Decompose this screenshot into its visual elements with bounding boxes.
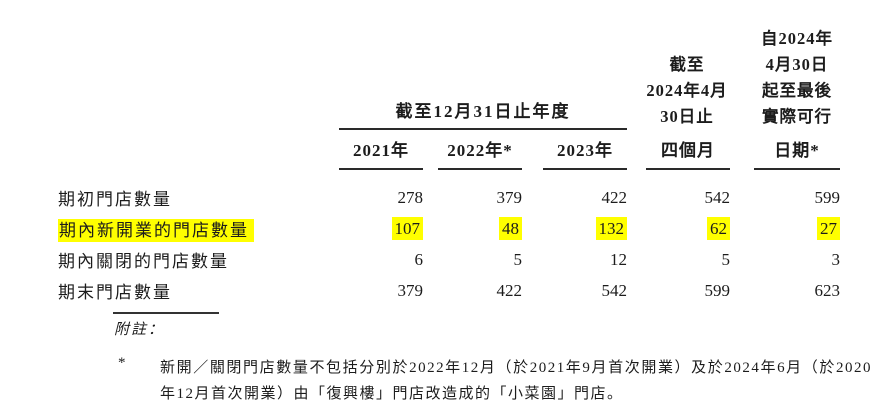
- cell-value: 542: [704, 187, 731, 207]
- col-latest-date-header-lines: 自2024年 4月30日 起至最後 實際可行: [754, 26, 840, 130]
- header-line: 30日止: [660, 107, 714, 126]
- row-label: 期末門店數量: [58, 283, 172, 302]
- col-four-months-header: 截至 2024年4月 30日止: [627, 52, 730, 130]
- cell-value: 623: [814, 280, 841, 300]
- cell-value: 6: [414, 249, 424, 269]
- cell-value: 27: [730, 216, 840, 240]
- store-count-table: 截至12月31日止年度 截至 2024年4月 30日止 自2024年 4月30日…: [58, 26, 840, 306]
- footnote: * 新開／關閉門店數量不包括分別於2022年12月（於2021年9月首次開業）及…: [118, 355, 880, 407]
- cell-value: 422: [496, 280, 523, 300]
- notes-label: 附註：: [114, 322, 166, 338]
- cell-value: 599: [704, 280, 731, 300]
- table-header-top: 截至12月31日止年度 截至 2024年4月 30日止 自2024年 4月30日…: [58, 26, 840, 130]
- cell-value: 379: [496, 187, 523, 207]
- table-row-closing-stores: 期末門店數量 379 422 542 599 623: [58, 275, 840, 306]
- col-latest-date-header: 自2024年 4月30日 起至最後 實際可行: [730, 26, 840, 130]
- year-2022-header: 2022年*: [423, 138, 522, 170]
- latest-date-header-last-line: 日期*: [730, 138, 840, 170]
- table-row-closed-stores: 期內關閉的門店數量 6 5 12 5 3: [58, 244, 840, 275]
- cell-value: 379: [397, 280, 424, 300]
- cell-value: 12: [610, 249, 627, 269]
- group-header-cell: 截至12月31日止年度: [313, 99, 627, 130]
- cell-value: 278: [397, 187, 424, 207]
- cell-value: 132: [522, 216, 627, 240]
- cell-value: 3: [831, 249, 841, 269]
- table-header-years: 2021年 2022年* 2023年 四個月 日期*: [58, 130, 840, 170]
- notes-divider: [113, 312, 219, 314]
- cell-value: 422: [601, 187, 628, 207]
- header-line: 自2024年: [761, 29, 833, 48]
- cell-value: 107: [313, 216, 423, 240]
- header-line: 起至最後: [762, 81, 832, 100]
- year-2023-header: 2023年: [522, 138, 627, 170]
- row-label: 期內新開業的門店數量: [58, 216, 313, 242]
- row-label: 期初門店數量: [58, 190, 172, 209]
- table-body: 期初門店數量 278 379 422 542 599 期內新開業的門店數量 10…: [58, 182, 840, 306]
- cell-value: 599: [814, 187, 841, 207]
- header-line: 2024年4月: [646, 81, 728, 100]
- row-label: 期內關閉的門店數量: [58, 252, 229, 271]
- footnote-text: 新開／關閉門店數量不包括分別於2022年12月（於2021年9月首次開業）及於2…: [160, 360, 872, 402]
- cell-value: 48: [423, 216, 522, 240]
- header-line: 4月30日: [765, 55, 829, 74]
- footnote-marker: *: [118, 355, 126, 371]
- cell-value: 542: [601, 280, 628, 300]
- cell-value: 5: [513, 249, 523, 269]
- header-line: 截至: [669, 55, 705, 74]
- header-line: 實際可行: [762, 107, 832, 126]
- year-2021-header: 2021年: [313, 138, 423, 170]
- table-row-opening-stores: 期初門店數量 278 379 422 542 599: [58, 182, 840, 213]
- cell-value: 5: [721, 249, 731, 269]
- table-row-new-stores-highlighted: 期內新開業的門店數量 107 48 132 62 27: [58, 213, 840, 244]
- four-months-header-last-line: 四個月: [627, 138, 730, 170]
- col-four-months-header-lines: 截至 2024年4月 30日止: [644, 52, 730, 130]
- group-header-label: 截至12月31日止年度: [339, 99, 627, 130]
- cell-value: 62: [627, 216, 730, 240]
